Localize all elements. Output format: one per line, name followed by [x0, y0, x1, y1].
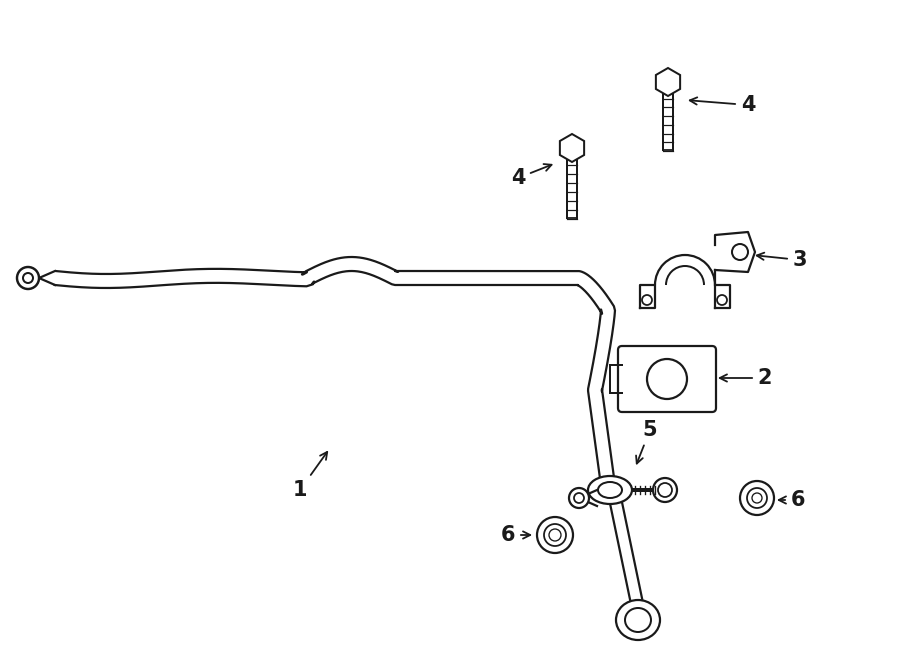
Ellipse shape [569, 488, 589, 508]
Ellipse shape [537, 517, 573, 553]
Circle shape [717, 295, 727, 305]
Circle shape [17, 267, 39, 289]
Ellipse shape [752, 493, 762, 503]
Polygon shape [560, 134, 584, 162]
Ellipse shape [574, 493, 584, 503]
Ellipse shape [616, 600, 660, 640]
Ellipse shape [653, 478, 677, 502]
Circle shape [732, 244, 748, 260]
Text: 4: 4 [689, 95, 755, 115]
Ellipse shape [549, 529, 561, 541]
Text: 1: 1 [292, 452, 328, 500]
Circle shape [23, 273, 33, 283]
Text: 2: 2 [720, 368, 772, 388]
Text: 4: 4 [511, 164, 552, 188]
Ellipse shape [588, 476, 632, 504]
Text: 6: 6 [500, 525, 530, 545]
Circle shape [642, 295, 652, 305]
Polygon shape [656, 68, 680, 96]
Text: 6: 6 [778, 490, 806, 510]
Ellipse shape [544, 524, 566, 546]
Text: 3: 3 [757, 250, 807, 270]
FancyBboxPatch shape [618, 346, 716, 412]
Ellipse shape [625, 608, 651, 632]
Ellipse shape [747, 488, 767, 508]
Ellipse shape [658, 483, 672, 497]
Circle shape [647, 359, 687, 399]
Text: 5: 5 [636, 420, 657, 463]
Ellipse shape [598, 482, 622, 498]
Ellipse shape [740, 481, 774, 515]
